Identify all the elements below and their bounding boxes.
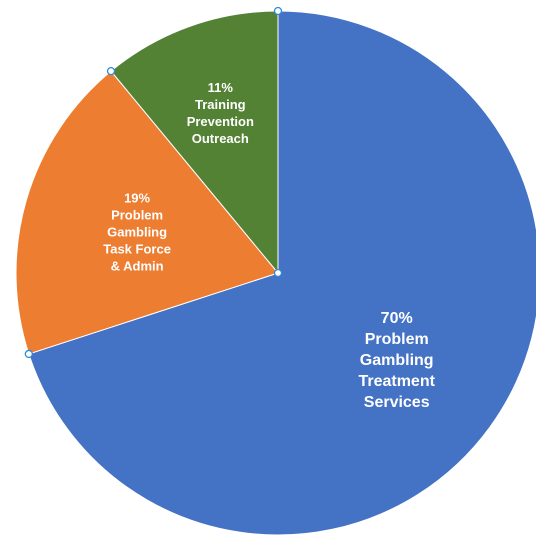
slice-percent-label: 19% [124,191,150,206]
labels-layer: 70% Problem Gambling Treatment Services 19% Pr… [103,80,435,411]
selection-handle-center[interactable] [273,268,283,278]
slice-percent-label: 70% [381,310,413,327]
pie-slice-1[interactable] [28,10,536,535]
slices-layer [15,10,536,535]
pie-slice-label-2: 19% Problem Gambling Task Force & Admin [103,191,171,274]
pie-slice-label-1: 70% Problem Gambling Treatment Services [358,310,435,411]
selection-handle-2[interactable] [24,349,33,359]
slice-category-label: Problem [111,208,163,223]
pie-slice-label-3: 11% Training Prevention Outreach [187,80,254,146]
slice-category-label: & Admin [111,259,164,274]
slice-category-label: Services [364,394,430,411]
selection-handle-3[interactable] [106,66,116,76]
selection-handle-1[interactable] [273,6,283,16]
pie-slice-2[interactable] [15,70,279,355]
pie-slice-3[interactable] [110,10,279,275]
slice-category-label: Gambling [360,352,434,369]
slice-category-label: Task Force [103,242,171,257]
slice-category-label: Outreach [192,131,249,146]
slice-category-label: Treatment [358,373,435,390]
slice-category-label: Prevention [187,114,254,129]
slice-category-label: Problem [365,331,429,348]
slice-category-label: Training [195,97,246,112]
slice-percent-label: 11% [208,80,234,95]
slice-category-label: Gambling [107,225,167,240]
selection-handles [24,6,283,359]
